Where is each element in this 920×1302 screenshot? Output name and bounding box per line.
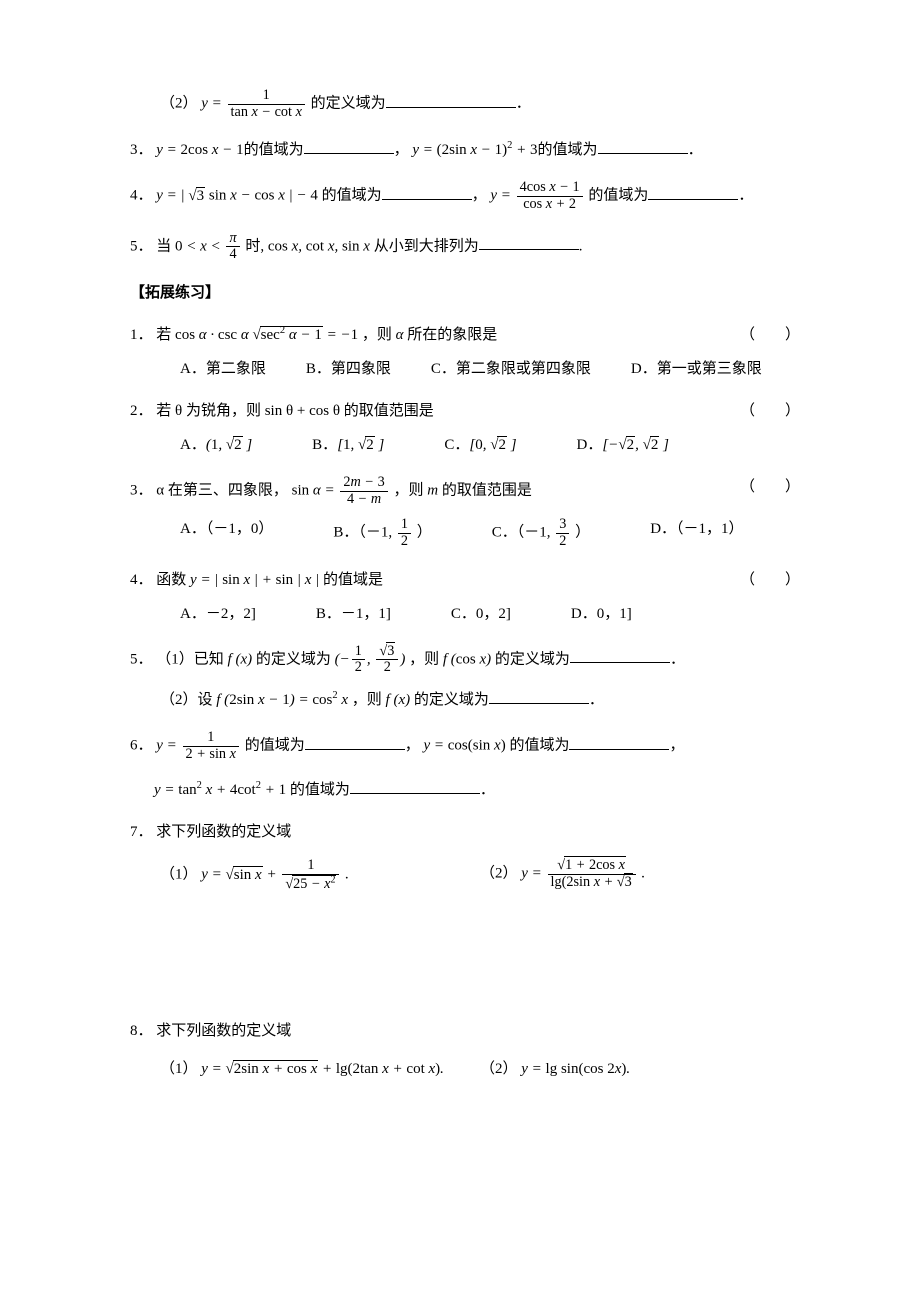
- q3-expr2: y = (2sin x − 1)2 + 3: [412, 142, 537, 158]
- q2-opt-c: C．[0, 2 ]: [444, 433, 516, 457]
- q1-expr: cos α · csc α sec2 α − 1 = −1: [175, 326, 358, 343]
- section-title: 【拓展练习】: [130, 281, 800, 305]
- answer-paren: （ ）: [740, 475, 800, 499]
- blank: [479, 234, 579, 250]
- q8-sub2: （2） y = lg sin(cos 2x).: [480, 1057, 800, 1081]
- q1-opt-b: B．第四象限: [306, 357, 391, 381]
- q1-opt-d: D．第一或第三象限: [631, 357, 762, 381]
- top-q3: 3． y = 2cos x − 1的值域为， y = (2sin x − 1)2…: [130, 138, 800, 162]
- q4-options: A．－2，2] B．－1，1] C．0，2] D．0，1]: [180, 602, 800, 626]
- answer-paren: （ ）: [740, 399, 800, 423]
- q2-opt-d: D．[−2, 2 ]: [577, 433, 669, 457]
- q2-opt-b: B．[1, 2 ]: [312, 433, 384, 457]
- q3-opt-b: B．（－1, 12 ）: [333, 517, 431, 549]
- q4-expr2: y =: [490, 188, 514, 204]
- q1-opt-a: A．第二象限: [180, 357, 266, 381]
- ext-q5-sub2: （2）设 f (2sin x − 1) = cos2 x ，则 f (x) 的定…: [160, 688, 800, 712]
- q2s2-mid: 的定义域为: [311, 96, 386, 112]
- ext-q1: 1． 若 cos α · csc α sec2 α − 1 = −1 ，则 α …: [130, 323, 800, 381]
- answer-paren: （ ）: [740, 568, 800, 592]
- ext-q7: 7． 求下列函数的定义域 （1） y = sin x + 125 − x2 . …: [130, 820, 800, 892]
- ext-q2: 2． 若 θ 为锐角，则 sin θ + cos θ 的取值范围是 （ ） A．…: [130, 399, 800, 457]
- q3-opt-d: D．（－1，1）: [650, 517, 743, 549]
- ext-q6: 6． y = 12 + sin x 的值域为， y = cos(sin x) 的…: [130, 730, 800, 802]
- q1-options: A．第二象限 B．第四象限 C．第二象限或第四象限 D．第一或第三象限: [180, 357, 800, 381]
- q4-opt-c: C．0，2]: [451, 602, 511, 626]
- q7-sub1: （1） y = sin x + 125 − x2 .: [160, 858, 480, 892]
- blank: [569, 734, 669, 750]
- q2s2-prefix: （2）: [160, 96, 198, 112]
- q4-opt-a: A．－2，2]: [180, 602, 256, 626]
- blank: [382, 184, 472, 200]
- blank: [570, 647, 670, 663]
- q8-sub1: （1） y = 2sin x + cos x + lg(2tan x + cot…: [160, 1057, 480, 1081]
- blank: [350, 778, 480, 794]
- q7-subs: （1） y = sin x + 125 − x2 . （2） y = 1 + 2…: [160, 858, 800, 892]
- q2s2-expr: y =: [201, 96, 225, 112]
- ext-q8: 8． 求下列函数的定义域 （1） y = 2sin x + cos x + lg…: [130, 1019, 800, 1081]
- q4-expr: y = | sin x | + sin | x |: [190, 572, 319, 588]
- q2-options: A．(1, 2 ] B．[1, 2 ] C．[0, 2 ] D．[−2, 2 ]: [180, 433, 800, 457]
- q3-opt-c: C．（－1, 32 ）: [492, 517, 590, 549]
- q2-text: 若 θ 为锐角，则 sin θ + cos θ 的取值范围是: [156, 403, 434, 419]
- ext-q4: 4． 函数 y = | sin x | + sin | x | 的值域是 （ ）…: [130, 568, 800, 626]
- q2-opt-a: A．(1, 2 ]: [180, 433, 252, 457]
- q3-opt-a: A．（－1，0）: [180, 517, 273, 549]
- q3-expr1: y = 2cos x − 1: [156, 142, 243, 158]
- q7-sub2: （2） y = 1 + 2cos xlg(2sin x + 3 .: [480, 858, 800, 892]
- blank: [304, 138, 394, 154]
- blank: [489, 688, 589, 704]
- q4-opt-b: B．－1，1]: [316, 602, 391, 626]
- blank: [305, 734, 405, 750]
- blank: [386, 92, 516, 108]
- q8-subs: （1） y = 2sin x + cos x + lg(2tan x + cot…: [160, 1057, 800, 1081]
- ext-q6-line2: y = tan2 x + 4cot2 + 1 的值域为．: [154, 778, 800, 802]
- ext-q5: 5． （1）已知 f (x) 的定义域为 (−12, 32) ，则 f (cos…: [130, 644, 800, 712]
- q4-opt-d: D．0，1]: [571, 602, 632, 626]
- top-q5: 5． 当 0 < x < π4 时, cos x, cot x, sin x 从…: [130, 231, 800, 263]
- ext-q3: 3． α 在第三、四象限， sin α = 2m − 34 − m ，则 m 的…: [130, 475, 800, 550]
- q3-options: A．（－1，0） B．（－1, 12 ） C．（－1, 32 ） D．（－1，1…: [180, 517, 800, 549]
- blank: [648, 184, 738, 200]
- q4-expr1: y = | 3 sin x − cos x | − 4: [156, 187, 318, 204]
- top-q2-sub2: （2） y = 1tan x − cot x 的定义域为．: [160, 88, 800, 120]
- top-q4: 4． y = | 3 sin x − cos x | − 4 的值域为， y =…: [130, 180, 800, 212]
- answer-paren: （ ）: [740, 323, 800, 347]
- q1-opt-c: C．第二象限或第四象限: [431, 357, 591, 381]
- blank: [598, 138, 688, 154]
